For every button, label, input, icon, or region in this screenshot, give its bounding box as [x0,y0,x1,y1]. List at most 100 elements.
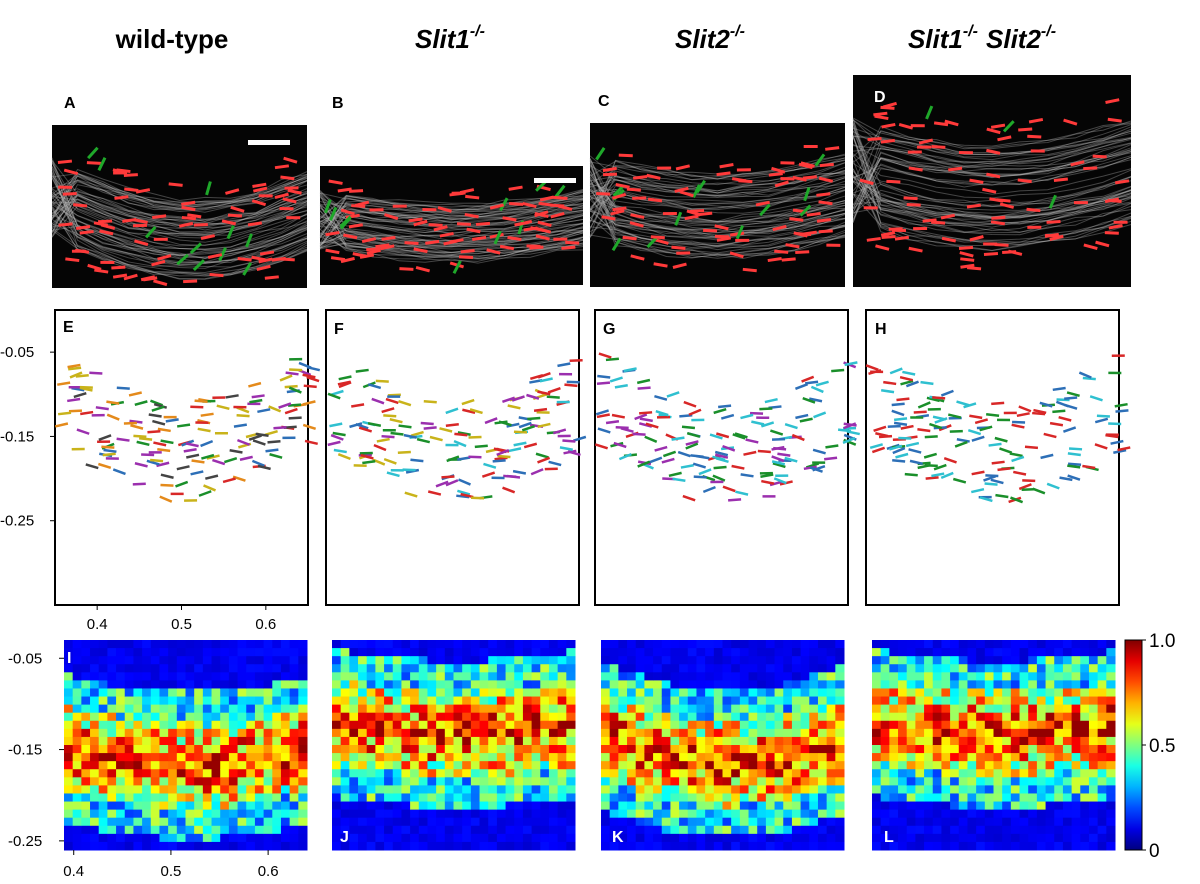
heat-cell [185,704,195,714]
heat-cell [298,680,308,689]
heat-cell [1028,672,1038,681]
heat-cell [1002,688,1012,698]
heat-cell [644,833,654,843]
heat-cell [444,648,454,657]
fiber [51,174,308,234]
vector-arrow [662,450,677,458]
heat-cell [906,696,916,706]
heat-cell [349,841,359,851]
fiber [51,204,308,251]
heat-cell [349,753,359,762]
fiber [589,173,846,198]
heat-cell [90,745,100,754]
heat-cell [298,712,308,722]
vector-arrow [389,418,403,424]
heat-cell [470,777,481,786]
vector-arrow [759,407,773,411]
vector-arrow [282,197,297,204]
vector-arrow [1105,433,1119,439]
heat-cell [932,817,942,827]
heat-cell [453,680,463,689]
heat-cell [601,809,611,819]
heat-cell [1080,745,1090,754]
heat-cell [1071,761,1081,770]
heat-cell [470,656,481,665]
heat-cell [993,640,1003,649]
vector-arrow [1113,448,1127,454]
heat-cell [540,688,550,698]
heat-cell [826,825,836,835]
heat-cell [774,785,784,794]
heat-cell [627,785,637,794]
vector-arrow [176,253,189,266]
heat-cell [366,696,376,706]
heat-cell [298,833,308,843]
heat-cell [601,785,611,794]
vector-arrow [1039,401,1053,408]
heat-cell [220,720,230,730]
heat-cell [800,656,810,665]
vector-arrow [1064,403,1078,410]
heat-cell [453,745,463,754]
heat-cell [880,761,890,770]
heat-cell [976,825,986,835]
vector-arrow [68,409,83,413]
heat-cell [635,769,645,778]
heat-cell [185,777,195,786]
heat-cell [958,648,968,657]
vector-arrow [899,375,914,382]
vector-arrow [650,235,665,240]
heat-cell [1028,785,1038,794]
vector-arrow [502,216,517,222]
fiber [852,130,1132,155]
heat-cell [116,785,126,794]
vector-arrow [683,400,697,408]
heat-cell [783,664,793,673]
vector-arrow [1108,224,1123,230]
heat-cell [470,793,481,803]
heat-cell [889,704,899,714]
heat-cell [872,785,882,794]
vector-arrow [601,215,616,221]
heat-cell [366,680,376,689]
vector-arrow [623,367,637,373]
heat-cell [531,720,541,730]
heat-cell [142,753,152,762]
heat-cell [133,817,143,827]
heat-cell [81,664,91,673]
heat-cell [64,640,74,649]
heat-cell [757,841,767,851]
heat-cell [1071,753,1081,762]
fiber [51,227,308,277]
heat-cell [522,785,533,794]
heat-cell [98,664,108,673]
heat-cell [826,736,836,746]
heat-cell [713,720,723,730]
heat-cell [496,640,507,649]
vector-arrow [499,244,515,251]
fiber [51,202,308,250]
vector-arrow [507,235,522,241]
heat-cell [98,833,108,843]
heat-cell [950,753,960,762]
heat-cell [444,745,454,754]
heat-cell [826,728,836,738]
fiber [319,227,584,246]
heat-cell [81,777,91,786]
fiber [319,203,584,244]
heat-cell [1028,696,1038,706]
heat-cell [514,809,524,819]
heat-cell [107,680,117,689]
heat-cell [289,680,299,689]
heat-cell [984,753,994,762]
heat-cell [1106,745,1116,754]
heat-cell [254,841,265,851]
heat-cell [765,833,776,843]
heat-cell [90,680,100,689]
heat-cell [898,761,908,770]
heat-cell [168,769,178,778]
heat-cell [488,809,498,819]
heat-cell [880,841,890,851]
heat-cell [280,664,291,673]
heat-cell [661,704,671,714]
